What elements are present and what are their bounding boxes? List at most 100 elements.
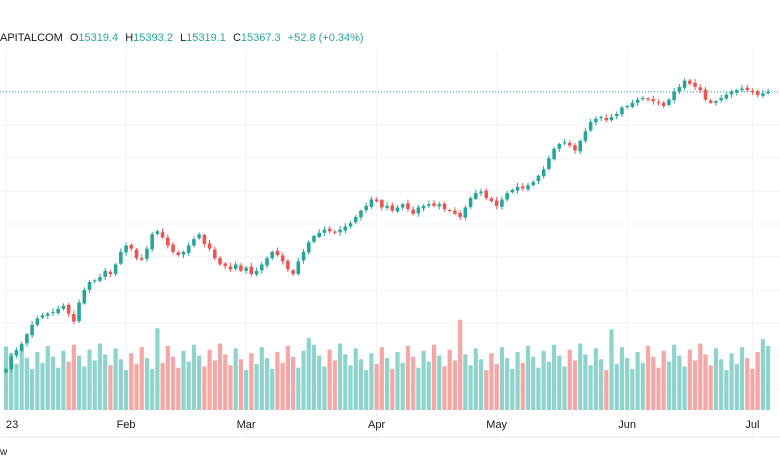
candle-body [119,251,123,264]
candle-body [719,98,723,101]
candle-body [614,113,619,117]
candle-body [641,98,645,100]
volume-bar [71,344,76,410]
volume-bar [322,366,327,410]
candle-body [552,148,556,160]
candle-body [515,186,520,191]
candle-body [25,334,29,344]
volume-bar [614,364,619,410]
volume-bar [113,348,118,410]
volume-bar [212,360,217,410]
volume-bar [19,347,24,410]
candle-body [213,249,217,259]
candle-body [432,203,436,206]
candle-body [223,263,228,267]
volume-bar [651,356,656,410]
volume-bar [379,347,384,410]
x-tick-label: 23 [6,419,18,431]
candle-body [531,182,536,186]
volume-bar [708,365,713,410]
candle-body [233,264,238,269]
candle-body [280,255,285,262]
candle-body [192,239,196,246]
high-label: H [125,32,134,44]
candle-body [557,144,562,149]
volume-bar [87,349,92,410]
candle-body [541,169,546,177]
volume-bar [510,368,515,410]
volume-bar [692,360,698,410]
candle-body [259,264,264,271]
volume-bar [546,361,551,410]
candle-body [505,193,509,200]
volume-bar [552,344,557,410]
candle-body [327,228,332,232]
x-axis-ticks: 23 Feb Mar Apr May Jun Jul [6,419,759,431]
candle-body [708,100,713,103]
volume-bar [604,370,609,410]
candle-body [599,117,603,119]
candle-body [364,205,368,211]
brand-fragment: w [0,447,8,458]
candle-body [463,207,468,218]
candle-body [625,105,629,108]
volume-bar [176,367,181,410]
candle-body [82,289,87,304]
volume-bar [61,350,66,410]
volume-bar [739,347,745,410]
volume-bar [750,368,755,410]
volume-bar [416,367,421,410]
candle-body [667,99,671,106]
volume-bar [499,347,504,410]
volume-bar [421,350,426,410]
candle-body [745,87,750,91]
candle-body [35,318,40,325]
candle-body [547,158,551,169]
volume-bar [473,348,478,410]
volume-bar [672,344,677,410]
candle-body [301,251,306,261]
volume-bar [426,361,431,410]
x-tick-label: Jun [618,419,636,431]
volume-bar [713,348,719,410]
candle-body [536,175,541,182]
candle-body [66,304,71,314]
ohlc-legend: APITALCOM O15319.4 H15393.2 L15319.1 C15… [0,32,364,44]
volume-bar [76,355,82,410]
volume-bar [150,368,155,410]
candle-body [108,271,113,275]
volume-bar [217,343,223,410]
volume-bar [327,349,332,410]
volume-bars [3,319,771,410]
candle-body [72,314,76,322]
volume-bar [405,345,411,410]
candle-body [369,199,374,207]
volume-bar [625,358,630,410]
volume-bar [541,350,546,410]
candle-body [484,190,489,198]
volume-bar [35,351,40,410]
candle-body [604,118,609,121]
volume-bar [207,349,212,410]
volume-bar [165,345,170,410]
volume-bar [118,359,123,410]
close-value: 15367.3 [240,32,281,44]
volume-bar [609,329,614,410]
volume-bar [431,344,437,410]
volume-bar [468,365,473,410]
candle-body [474,193,478,199]
volume-bar [191,344,197,410]
candle-body [286,260,290,270]
candle-body [202,234,207,244]
candle-body [693,82,697,87]
candle-body [359,210,363,218]
candle-body [661,102,666,106]
candle-body [9,356,14,370]
volume-bar [598,359,604,410]
volume-bar [682,366,687,410]
volume-bar [484,370,489,410]
candle-body [479,191,483,194]
candle-body [322,229,327,233]
symbol-source: APITALCOM [0,32,63,44]
